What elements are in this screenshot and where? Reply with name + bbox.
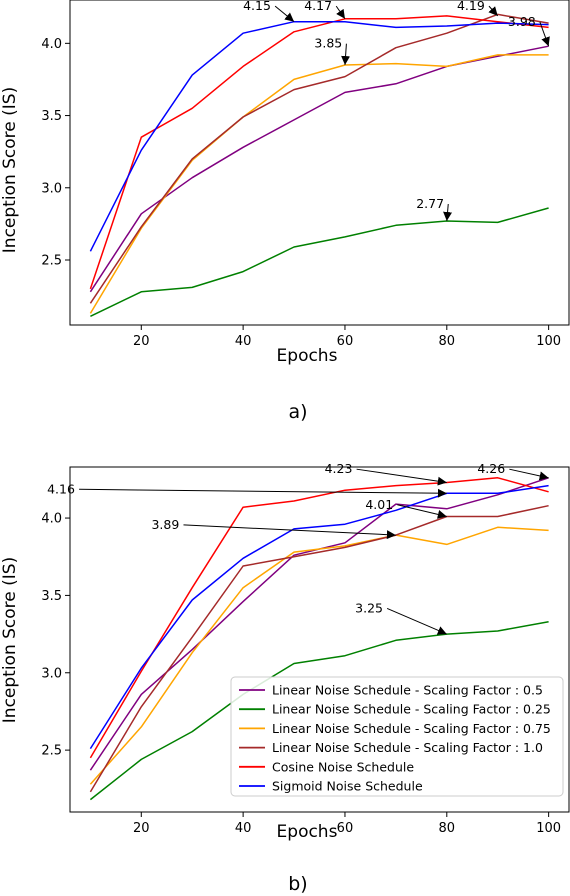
annotation-label-a: 3.98: [508, 14, 536, 29]
annotation-label-a: 4.15: [243, 0, 271, 13]
y-tick-label-b: 3.5: [41, 589, 62, 604]
annotation-arrow-b: [386, 607, 447, 635]
x-tick-label-a: 60: [337, 334, 354, 349]
legend-items: Linear Noise Schedule - Scaling Factor :…: [239, 683, 551, 794]
x-tick-label-a: 20: [133, 334, 150, 349]
annotation-arrow-a: [539, 21, 550, 47]
x-tick-label-a: 40: [235, 334, 252, 349]
x-tick-label-b: 100: [536, 821, 561, 836]
annotation-layer-a: 4.15 4.17 4.19 3.98 3.85 2.77: [243, 0, 550, 222]
series-line-b-1: [89, 620, 549, 801]
x-axis-label-b: Epochs: [277, 822, 338, 842]
annotation-arrow-b: [509, 468, 549, 481]
annotation-label-b: 4.23: [325, 461, 353, 476]
annotation-arrow-b: [397, 504, 447, 519]
tick-layer-a: 20 40 60 80 100 2.5 3.0 3.5 4.0: [41, 37, 561, 349]
series-line-b-3: [89, 504, 549, 793]
plot-area-b: [69, 466, 570, 813]
y-tick-label-a: 4.0: [41, 37, 62, 52]
annotation-arrow-a: [341, 43, 351, 66]
x-axis-label-a: Epochs: [277, 346, 338, 366]
x-tick-label-a: 80: [439, 334, 456, 349]
y-tick-label-a: 3.5: [41, 109, 62, 124]
annotation-label-a: 4.19: [457, 0, 485, 13]
series-line-a-2: [89, 54, 549, 314]
y-axis-label-a: Inception Score (IS): [0, 87, 20, 253]
annotation-label-a: 4.17: [304, 0, 332, 13]
annotation-arrow-b: [79, 488, 447, 498]
annotation-label-b: 4.01: [365, 497, 393, 512]
chart-panel-a: 4.15 4.17 4.19 3.98 3.85 2.77 20 40 60 80 100 2.5 3…: [0, 0, 570, 423]
x-tick-label-b: 80: [439, 821, 456, 836]
legend: Linear Noise Schedule - Scaling Factor :…: [230, 676, 564, 797]
x-tick-label-b: 40: [235, 821, 252, 836]
annotation-arrow-a: [488, 5, 499, 17]
y-tick-label-b: 4.0: [41, 512, 62, 527]
annotation-arrow-b: [356, 468, 447, 486]
annotation-label-a: 3.85: [314, 36, 342, 51]
annotation-label-b: 4.26: [477, 461, 505, 476]
series-line-a-5: [89, 20, 549, 252]
y-tick-label-a: 2.5: [41, 254, 62, 269]
legend-label-2: Linear Noise Schedule - Scaling Factor :…: [272, 721, 551, 736]
chart-panel-b: 4.16 4.23 4.26 4.01 3.89 3.25 20 40 60 80 100 2.5 3…: [0, 461, 570, 895]
series-layer-b: [89, 477, 549, 801]
y-tick-label-a: 3.0: [41, 181, 62, 196]
caption-a: a): [288, 401, 307, 423]
series-line-b-2: [89, 526, 549, 785]
annotation-arrow-a: [443, 203, 453, 222]
x-tick-label-b: 20: [133, 821, 150, 836]
series-line-a-1: [90, 207, 549, 317]
y-tick-label-b: 2.5: [41, 744, 62, 759]
annotation-label-b: 3.25: [355, 600, 383, 615]
series-layer-a: [89, 13, 549, 317]
annotation-layer-b: 4.16 4.23 4.26 4.01 3.89 3.25: [47, 461, 549, 635]
series-line-b-4: [89, 477, 549, 759]
y-axis-label-b: Inception Score (IS): [0, 557, 20, 723]
x-tick-label-b: 60: [337, 821, 354, 836]
legend-box: [230, 676, 564, 797]
annotation-arrow-b: [183, 524, 396, 540]
annotation-label-b: 4.16: [47, 481, 75, 496]
y-tick-label-b: 3.0: [41, 666, 62, 681]
legend-label-3: Linear Noise Schedule - Scaling Factor :…: [272, 740, 543, 755]
plot-area-a: [69, 0, 570, 326]
series-line-a-4: [89, 15, 549, 290]
annotation-arrow-a: [335, 5, 346, 20]
legend-label-5: Sigmoid Noise Schedule: [272, 779, 423, 794]
series-line-a-3: [89, 13, 549, 304]
legend-label-0: Linear Noise Schedule - Scaling Factor :…: [272, 683, 543, 698]
series-line-b-5: [89, 484, 549, 750]
x-tick-label-a: 100: [536, 334, 561, 349]
annotation-label-a: 2.77: [416, 196, 444, 211]
legend-label-1: Linear Noise Schedule - Scaling Factor :…: [272, 702, 551, 717]
legend-label-4: Cosine Noise Schedule: [272, 759, 414, 774]
tick-layer-b: 20 40 60 80 100 2.5 3.0 3.5 4.0: [41, 512, 561, 836]
caption-b: b): [288, 873, 307, 895]
annotation-label-b: 3.89: [151, 517, 179, 532]
annotation-arrow-a: [274, 5, 295, 23]
